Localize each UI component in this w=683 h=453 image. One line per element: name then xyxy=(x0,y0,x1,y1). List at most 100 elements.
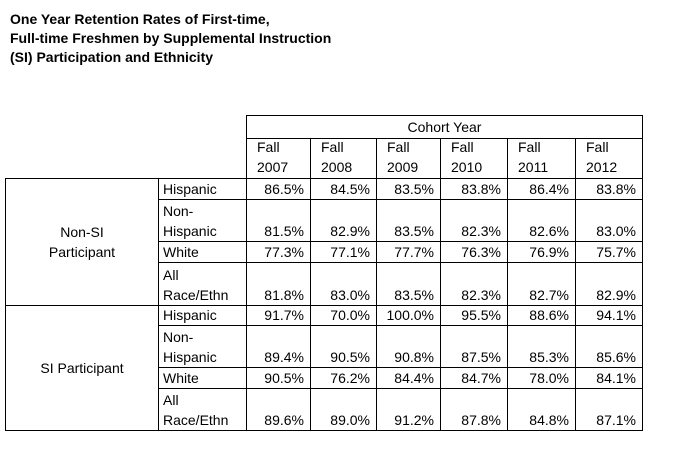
cell-value: 82.7% xyxy=(529,287,569,303)
cell: 75.7% xyxy=(575,241,643,263)
cell: 89.0% xyxy=(310,388,377,431)
column-label: Fall xyxy=(321,139,344,155)
cell-value: 82.9% xyxy=(330,223,370,239)
cell: 83.8% xyxy=(440,178,508,200)
column-label: Fall xyxy=(586,139,609,155)
title-line: One Year Retention Rates of First-time, xyxy=(10,11,270,27)
cell-value: 75.7% xyxy=(596,244,636,260)
cell: 86.4% xyxy=(507,178,576,200)
group-label: SI Participant xyxy=(40,360,124,376)
cell: 84.1% xyxy=(575,367,643,389)
row-label: Non- xyxy=(163,203,194,219)
cell-value: 84.4% xyxy=(394,370,434,386)
cell: 84.5% xyxy=(310,178,377,200)
row-label: Hispanic xyxy=(163,349,217,365)
cell-value: 89.6% xyxy=(264,412,304,428)
row-label-cell: Non- Hispanic xyxy=(158,325,247,368)
title-line: Full-time Freshmen by Supplemental Instr… xyxy=(10,30,332,46)
cell: 89.6% xyxy=(246,388,311,431)
cell-value: 95.5% xyxy=(461,307,501,323)
cell: 83.0% xyxy=(575,199,643,242)
cell: 77.3% xyxy=(246,241,311,263)
row-label-cell: Hispanic xyxy=(158,178,247,200)
cell: 90.8% xyxy=(376,325,441,368)
cell-value: 77.3% xyxy=(264,244,304,260)
row-label: Hispanic xyxy=(163,223,217,239)
row-label: Race/Ethn xyxy=(163,287,229,303)
cell: 83.0% xyxy=(310,262,377,306)
row-label: All xyxy=(163,267,179,283)
cell: 81.5% xyxy=(246,199,311,242)
cell-value: 90.5% xyxy=(330,349,370,365)
column-header: Fall 2012 xyxy=(575,138,643,179)
column-label: Fall xyxy=(518,139,541,155)
cell-value: 82.6% xyxy=(529,223,569,239)
cell-value: 77.7% xyxy=(394,244,434,260)
cell: 83.5% xyxy=(376,262,441,306)
row-label-cell: White xyxy=(158,241,247,263)
cell-value: 84.1% xyxy=(596,370,636,386)
column-label: Fall xyxy=(257,139,280,155)
cell: 82.6% xyxy=(507,199,576,242)
cell: 91.2% xyxy=(376,388,441,431)
cell-value: 85.3% xyxy=(529,349,569,365)
column-label: 2009 xyxy=(387,159,419,175)
row-label: Race/Ethn xyxy=(163,412,229,428)
cell: 76.9% xyxy=(507,241,576,263)
cell-value: 77.1% xyxy=(330,244,370,260)
cell: 84.8% xyxy=(507,388,576,431)
cell-value: 90.8% xyxy=(394,349,434,365)
cell: 83.5% xyxy=(376,178,441,200)
cell-value: 78.0% xyxy=(529,370,569,386)
cell: 70.0% xyxy=(310,305,377,326)
cell-value: 88.6% xyxy=(529,307,569,323)
cell-value: 83.5% xyxy=(394,287,434,303)
cell-value: 100.0% xyxy=(386,307,434,323)
cell: 83.8% xyxy=(575,178,643,200)
row-label: All xyxy=(163,392,179,408)
cell: 77.1% xyxy=(310,241,377,263)
header: Cohort Year xyxy=(407,119,482,135)
cell: 82.3% xyxy=(440,262,508,306)
cell: 87.5% xyxy=(440,325,508,368)
cell-value: 87.5% xyxy=(461,349,501,365)
cell: 76.2% xyxy=(310,367,377,389)
cell-value: 91.2% xyxy=(394,412,434,428)
cell-value: 83.0% xyxy=(330,287,370,303)
row-label: Non- xyxy=(163,329,194,345)
cell: 82.9% xyxy=(310,199,377,242)
header-cell: Cohort Year xyxy=(246,115,643,139)
cell-value: 86.4% xyxy=(529,181,569,197)
row-label-cell: All Race/Ethn xyxy=(158,388,247,431)
cell: 100.0% xyxy=(376,305,441,326)
cell: 82.3% xyxy=(440,199,508,242)
cell-value: 84.8% xyxy=(529,412,569,428)
column-label: 2007 xyxy=(257,159,289,175)
cell-value: 81.5% xyxy=(264,223,304,239)
cell-value: 76.3% xyxy=(461,244,501,260)
cell: 85.6% xyxy=(575,325,643,368)
row-label-cell: Non- Hispanic xyxy=(158,199,247,242)
row-label-cell: All Race/Ethn xyxy=(158,262,247,306)
column-label: 2011 xyxy=(518,159,549,175)
group-label-cell: SI Participant xyxy=(5,305,159,431)
cell: 83.5% xyxy=(376,199,441,242)
cell-value: 83.8% xyxy=(461,181,501,197)
group-label: Non-SI xyxy=(60,224,104,240)
cell: 87.8% xyxy=(440,388,508,431)
cell: 95.5% xyxy=(440,305,508,326)
row-label-cell: Hispanic xyxy=(158,305,247,326)
column-header: Fall 2009 xyxy=(376,138,441,179)
cell-value: 83.8% xyxy=(596,181,636,197)
cell: 91.7% xyxy=(246,305,311,326)
cell: 86.5% xyxy=(246,178,311,200)
cell: 82.9% xyxy=(575,262,643,306)
group-label-cell: Non-SI Participant xyxy=(5,178,159,306)
cell-value: 85.6% xyxy=(596,349,636,365)
cell: 81.8% xyxy=(246,262,311,306)
cell-value: 89.0% xyxy=(330,412,370,428)
column-label: 2008 xyxy=(321,159,353,175)
cell: 78.0% xyxy=(507,367,576,389)
column-header: Fall 2011 xyxy=(507,138,576,179)
cell-value: 81.8% xyxy=(264,287,304,303)
